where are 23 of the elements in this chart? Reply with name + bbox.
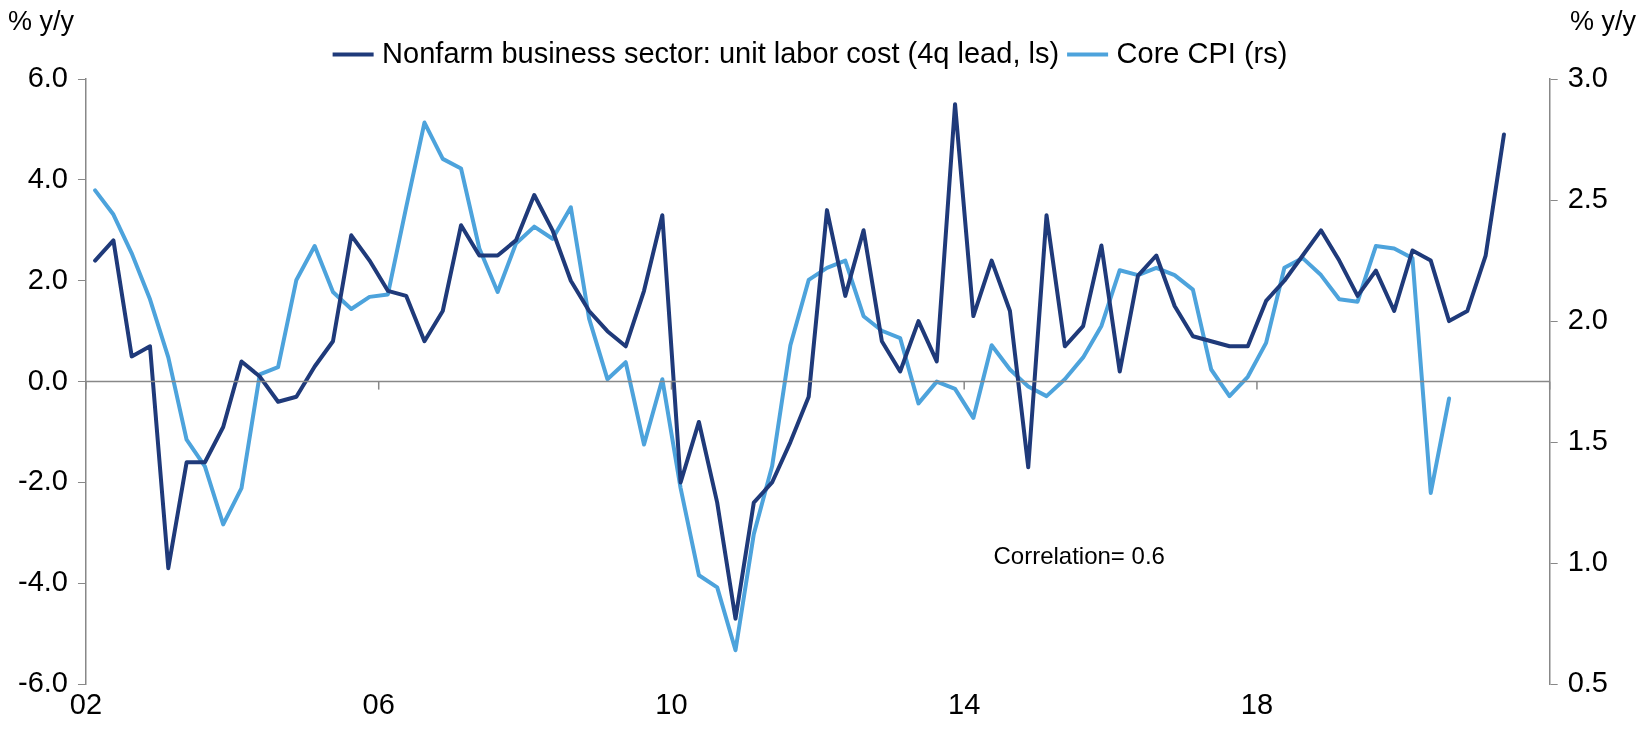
x-tick-label: 10 (655, 687, 688, 720)
y2-tick-label: 3.0 (1567, 61, 1609, 93)
y-tick-label: -2.0 (17, 464, 68, 497)
y-tick-label: -6.0 (17, 666, 68, 699)
x-tick-label: 06 (362, 687, 395, 720)
y-tick-label: 4.0 (27, 161, 68, 194)
x-tick-label: 18 (1240, 687, 1274, 720)
annotation: Correlation= 0.6 (993, 541, 1165, 569)
y-tick-label: 2.0 (27, 262, 68, 295)
legend-label: Core CPI (rs) (1116, 36, 1288, 69)
x-tick-label: 02 (69, 687, 103, 720)
y2-tick-label: 2.5 (1567, 182, 1609, 215)
y-tick-label: 0.0 (27, 363, 68, 396)
y2-tick-label: 2.0 (1567, 303, 1609, 336)
legend-label: Nonfarm business sector: unit labor cost (4q lead, ls) (382, 36, 1060, 69)
x-tick-label: 14 (948, 687, 981, 720)
y2-axis-title: % y/y (1569, 5, 1637, 36)
y2-tick-label: 0.5 (1567, 666, 1609, 699)
y2-tick-label: 1.0 (1567, 545, 1609, 578)
y2-tick-label: 1.5 (1567, 424, 1609, 457)
y-axis-title: % y/y (8, 5, 75, 36)
y-tick-label: 6.0 (27, 61, 68, 93)
y-tick-label: -4.0 (17, 565, 68, 598)
